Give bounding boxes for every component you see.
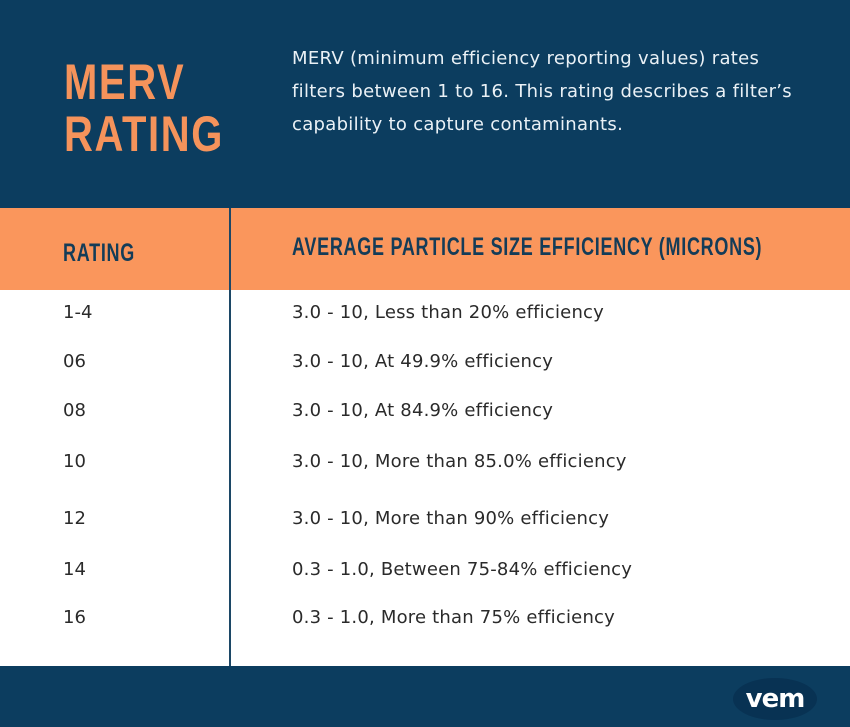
efficiency-cell: 0.3 - 1.0, More than 75% efficiency [292, 607, 616, 628]
table-row: 06 3.0 - 10, At 49.9% efficiency [0, 351, 850, 381]
rating-cell: 06 [63, 351, 86, 372]
column-divider [229, 208, 231, 666]
efficiency-cell: 3.0 - 10, At 49.9% efficiency [292, 351, 554, 372]
rating-cell: 16 [63, 607, 86, 628]
table-row: 14 0.3 - 1.0, Between 75-84% efficiency [0, 559, 850, 589]
title-line-2: RATING [64, 106, 224, 162]
efficiency-cell: 3.0 - 10, At 84.9% efficiency [292, 400, 554, 421]
rating-cell: 14 [63, 559, 86, 580]
rating-cell: 10 [63, 451, 86, 472]
header-banner [0, 0, 850, 208]
title-line-1: MERV [64, 54, 186, 110]
table-row: 12 3.0 - 10, More than 90% efficiency [0, 508, 850, 538]
column-header-rating: RATING [63, 239, 135, 267]
table-row: 16 0.3 - 1.0, More than 75% efficiency [0, 607, 850, 637]
rating-cell: 1-4 [63, 302, 93, 323]
efficiency-cell: 0.3 - 1.0, Between 75-84% efficiency [292, 559, 633, 580]
description-text: MERV (minimum efficiency reporting value… [292, 48, 792, 135]
footer-bar [0, 666, 850, 727]
rating-cell: 08 [63, 400, 86, 421]
rating-cell: 12 [63, 508, 86, 529]
table-row: 1-4 3.0 - 10, Less than 20% efficiency [0, 302, 850, 332]
table-row: 10 3.0 - 10, More than 85.0% efficiency [0, 451, 850, 481]
efficiency-cell: 3.0 - 10, More than 85.0% efficiency [292, 451, 627, 472]
page-title: MERV RATING [64, 56, 224, 160]
table-header [0, 208, 850, 290]
column-header-efficiency: AVERAGE PARTICLE SIZE EFFICIENCY (MICRON… [292, 233, 763, 261]
table-row: 08 3.0 - 10, At 84.9% efficiency [0, 400, 850, 430]
efficiency-cell: 3.0 - 10, More than 90% efficiency [292, 508, 610, 529]
efficiency-cell: 3.0 - 10, Less than 20% efficiency [292, 302, 605, 323]
vem-logo: VEM [733, 678, 817, 720]
